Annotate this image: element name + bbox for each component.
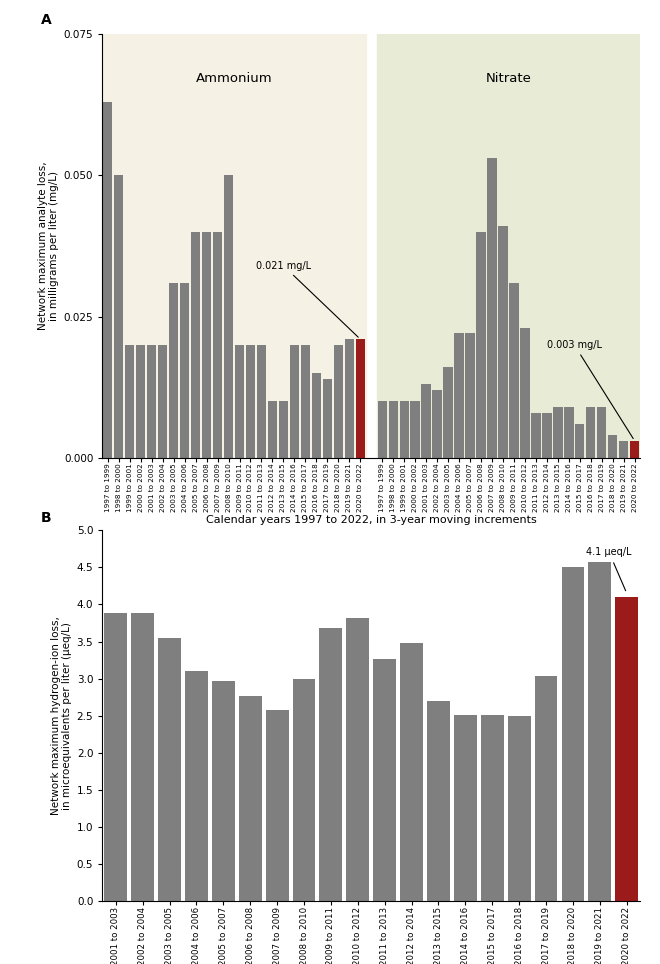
Bar [411,401,420,458]
Bar [212,681,235,901]
Bar [319,629,343,901]
X-axis label: Calendar years 1997 to 2022, in 3-year moving increments: Calendar years 1997 to 2022, in 3-year m… [206,515,537,525]
Text: 0.003 mg/L: 0.003 mg/L [546,339,633,439]
Bar [103,101,112,458]
Bar [356,339,365,458]
Bar [377,34,640,458]
Bar [346,618,369,901]
Bar [465,334,475,458]
Bar [400,643,423,901]
Bar [323,379,332,458]
Bar [454,334,464,458]
Bar [235,345,244,458]
Bar [257,345,266,458]
Bar [535,676,558,901]
Bar [102,34,366,458]
Y-axis label: Network maximum hydrogen-ion loss,
in microequivalents per liter (μeq/L): Network maximum hydrogen-ion loss, in mi… [51,616,73,816]
Bar [279,401,288,458]
Bar [374,659,396,901]
Bar [432,390,442,458]
Bar [608,436,617,458]
Bar [301,345,310,458]
Bar [202,231,211,458]
Bar [191,231,200,458]
Bar [520,328,529,458]
Bar [531,413,541,458]
Bar [589,562,611,901]
Bar [619,441,628,458]
Bar [345,339,354,458]
Text: Nitrate: Nitrate [486,72,531,86]
Bar [158,345,168,458]
Bar [481,715,504,901]
Bar [114,175,123,458]
Bar [510,282,519,458]
Text: B: B [40,511,51,524]
Bar [543,413,552,458]
Bar [389,401,398,458]
Bar [597,407,607,458]
Bar [104,613,127,901]
Bar [147,345,156,458]
Bar [562,567,584,901]
Bar [487,158,497,458]
Bar [454,715,477,901]
Bar [399,401,409,458]
Bar [312,373,321,458]
Bar [498,226,508,458]
Bar [564,407,574,458]
Bar [246,345,255,458]
Bar [125,345,135,458]
Bar [290,345,299,458]
Bar [575,424,585,458]
Bar [131,613,154,901]
Bar [553,407,562,458]
Bar [292,680,315,901]
Bar [169,282,178,458]
Bar [508,715,531,901]
Bar [586,407,595,458]
Bar [444,367,453,458]
Text: 0.021 mg/L: 0.021 mg/L [255,260,358,337]
Bar [185,671,208,901]
Bar [378,401,387,458]
Bar [213,231,222,458]
Bar [630,441,640,458]
Text: A: A [40,13,51,27]
Bar [266,710,288,901]
Bar [224,175,233,458]
Text: 4.1 μeq/L: 4.1 μeq/L [586,548,632,591]
Bar [268,401,277,458]
Bar [427,701,450,901]
Bar [180,282,189,458]
Bar [136,345,145,458]
Bar [422,385,431,458]
Bar [158,638,181,901]
Bar [334,345,343,458]
Y-axis label: Network maximum analyte loss,
in milligrams per liter (mg/L): Network maximum analyte loss, in milligr… [38,162,59,330]
Bar [615,597,638,901]
Bar [477,231,486,458]
Bar [239,696,261,901]
Text: Ammonium: Ammonium [196,72,273,86]
